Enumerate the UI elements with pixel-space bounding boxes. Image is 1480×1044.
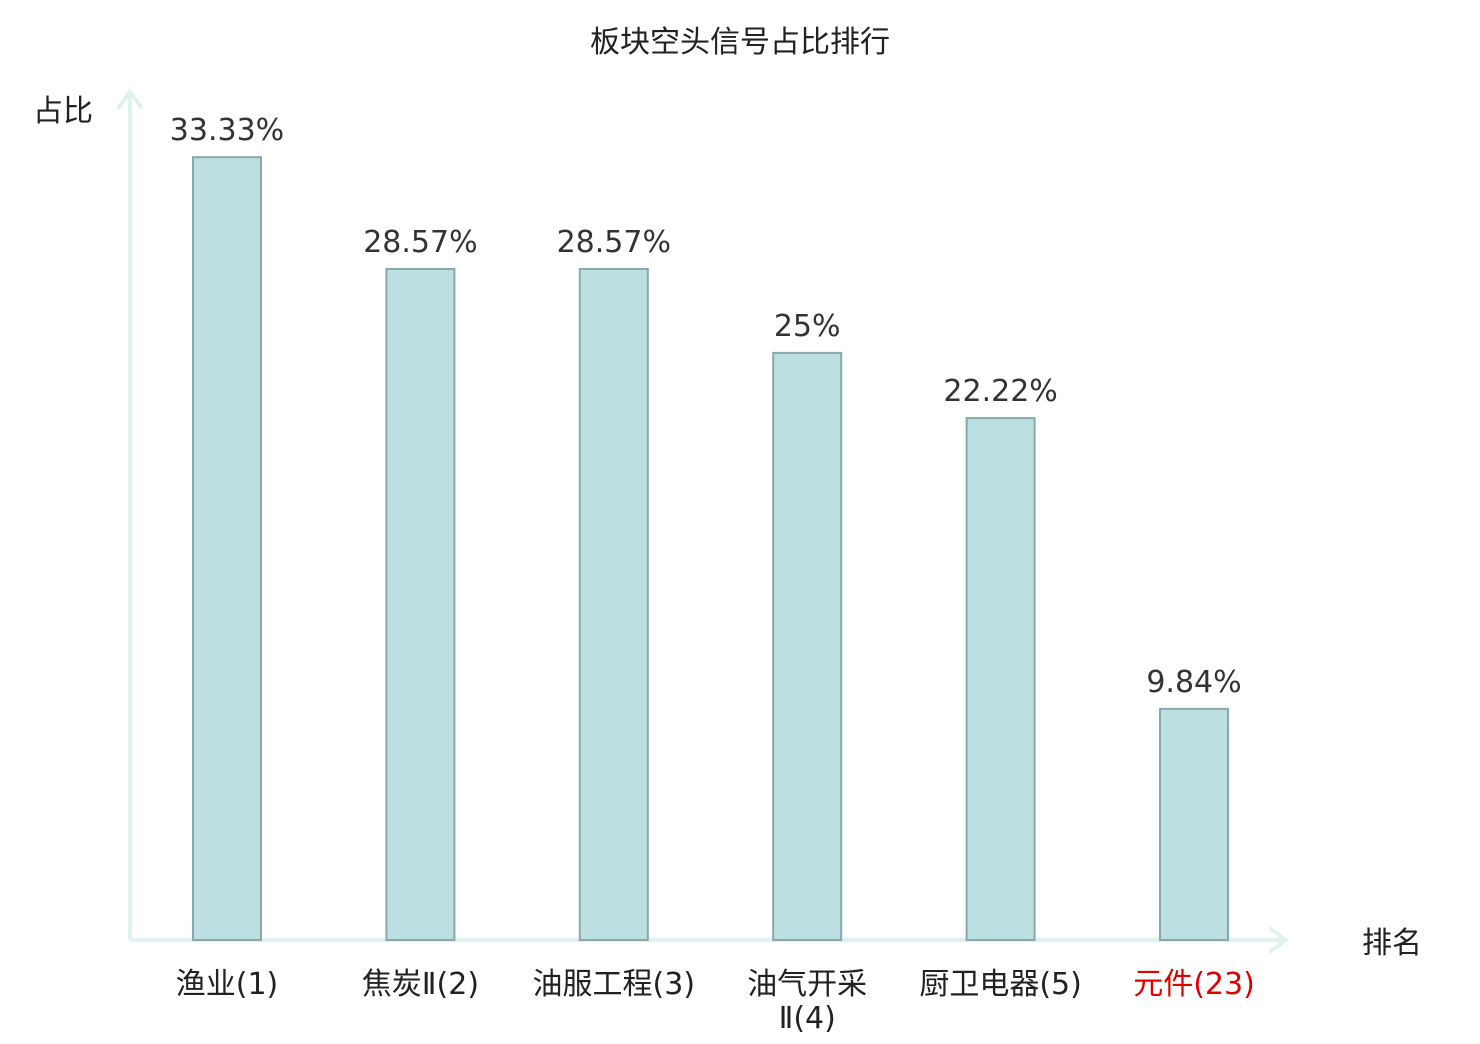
- bar-value-label: 33.33%: [170, 113, 284, 148]
- y-axis-label: 占比: [33, 94, 93, 129]
- y-axis-arrow: [117, 90, 143, 109]
- chart-title: 板块空头信号占比排行: [590, 25, 890, 60]
- x-tick-label: 焦炭Ⅱ(2): [362, 967, 479, 1002]
- axes: [117, 90, 1288, 953]
- bar-value-label: 22.22%: [943, 374, 1057, 409]
- bar-value-label: 28.57%: [557, 225, 671, 260]
- bar-value-label: 9.84%: [1146, 665, 1241, 700]
- x-axis-arrow: [1269, 927, 1288, 953]
- x-tick-label: 渔业(1): [176, 967, 279, 1002]
- bar: [385, 268, 456, 941]
- bar: [192, 156, 262, 941]
- bar: [772, 351, 843, 941]
- x-tick-label: 油服工程(3): [533, 967, 696, 1002]
- bar: [965, 417, 1036, 942]
- value-labels-group: 33.33% 28.57% 28.57% 25% 22.22% 9.84%: [170, 113, 1242, 700]
- x-tick-label: Ⅱ(4): [779, 1001, 836, 1036]
- bar-value-label: 25%: [774, 309, 841, 344]
- bar-value-label: 28.57%: [363, 225, 477, 260]
- x-tick-label: 元件(23): [1133, 967, 1255, 1002]
- x-tick-label: 厨卫电器(5): [919, 967, 1082, 1002]
- bar: [1159, 707, 1229, 942]
- bar: [578, 268, 649, 941]
- x-tick-label: 油气开采: [747, 967, 867, 1002]
- x-axis-label: 排名: [1362, 926, 1422, 961]
- bars-group: [192, 156, 1229, 942]
